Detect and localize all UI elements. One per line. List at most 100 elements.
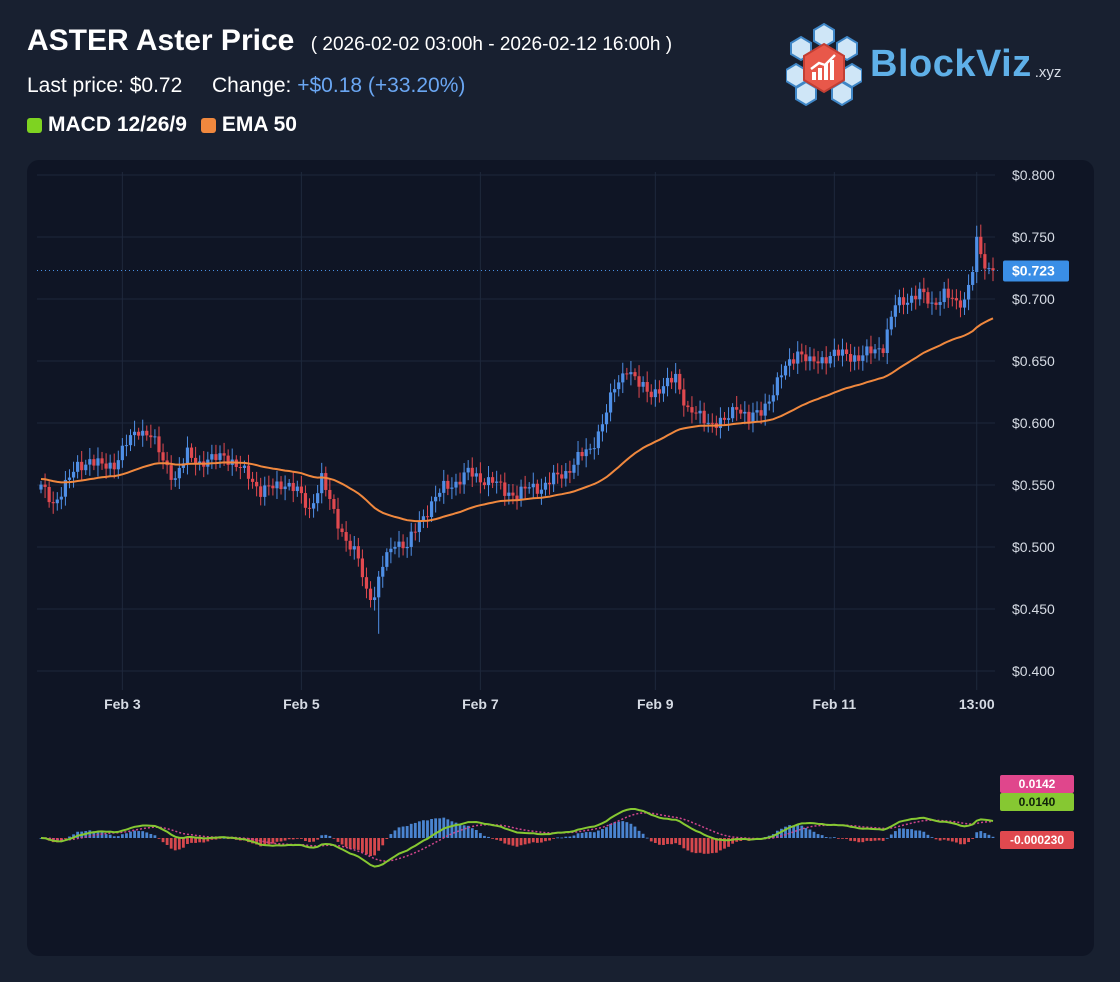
candle-body bbox=[373, 597, 377, 601]
candle-body bbox=[926, 292, 930, 304]
macd-histogram-bar bbox=[55, 838, 59, 843]
candle-body bbox=[250, 478, 255, 482]
macd-histogram-bar bbox=[133, 830, 136, 838]
candle-body bbox=[287, 482, 291, 487]
macd-histogram-bar bbox=[446, 819, 450, 838]
macd-histogram-bar bbox=[637, 830, 641, 838]
candle-body bbox=[828, 356, 832, 364]
macd-histogram-bar bbox=[100, 832, 104, 838]
candle-body bbox=[507, 492, 511, 496]
candle-body bbox=[918, 288, 922, 300]
candle-body bbox=[804, 354, 808, 362]
candle-body bbox=[604, 412, 609, 425]
macd-histogram-bar bbox=[454, 822, 458, 838]
macd-histogram-bar bbox=[389, 834, 393, 838]
candle-body bbox=[490, 477, 495, 483]
date-range: ( 2026-02-02 03:00h - 2026-02-12 16:00h … bbox=[310, 34, 673, 55]
candle-body bbox=[267, 485, 271, 487]
candle-body bbox=[731, 407, 735, 419]
candle-body bbox=[669, 377, 674, 383]
candle-body bbox=[971, 271, 975, 285]
macd-histogram-bar bbox=[617, 821, 621, 838]
macd-histogram-bar bbox=[967, 838, 970, 843]
macd-histogram-bar bbox=[72, 834, 75, 838]
macd-histogram-bar bbox=[413, 822, 417, 838]
candle-body bbox=[222, 453, 226, 456]
candle-body bbox=[283, 486, 287, 490]
candle-body bbox=[462, 472, 466, 485]
candle-body bbox=[991, 268, 995, 271]
macd-histogram-bar bbox=[983, 833, 987, 838]
candle-body bbox=[397, 541, 401, 547]
candle-body bbox=[527, 487, 531, 489]
macd-histogram-bar bbox=[478, 833, 482, 838]
macd-histogram-bar bbox=[145, 832, 149, 838]
macd-histogram-bar bbox=[344, 838, 348, 847]
macd-histogram-bar bbox=[682, 838, 686, 849]
macd-histogram-bar bbox=[657, 838, 661, 845]
macd-histogram-bar bbox=[291, 838, 295, 840]
macd-histogram-bar bbox=[540, 838, 543, 843]
macd-histogram-bar bbox=[177, 838, 181, 850]
candle-body bbox=[226, 455, 230, 465]
candle-body bbox=[975, 236, 979, 272]
macd-histogram-bar bbox=[572, 835, 576, 838]
macd-histogram-bar bbox=[625, 822, 629, 838]
candle-body bbox=[39, 484, 43, 490]
x-tick-label: 13:00 bbox=[959, 696, 995, 712]
candle-body bbox=[613, 389, 617, 393]
macd-histogram-bar bbox=[137, 831, 141, 838]
candle-body bbox=[682, 389, 686, 406]
candle-body bbox=[617, 382, 621, 390]
candle-body bbox=[547, 482, 552, 485]
x-tick-label: Feb 11 bbox=[813, 696, 857, 712]
macd-histogram-bar bbox=[104, 834, 108, 838]
candle-body bbox=[141, 430, 145, 436]
y-tick-label: $0.600 bbox=[1012, 415, 1055, 431]
candle-body bbox=[71, 471, 76, 478]
candle-body bbox=[356, 546, 360, 559]
candle-body bbox=[674, 373, 678, 383]
candle-body bbox=[759, 410, 763, 416]
candle-body bbox=[625, 373, 629, 375]
macd-histogram-bar bbox=[190, 838, 193, 843]
macd-histogram-bar bbox=[474, 829, 478, 838]
macd-histogram-bar bbox=[788, 825, 791, 838]
macd-histogram-bar bbox=[804, 827, 808, 838]
candle-body bbox=[564, 471, 568, 479]
macd-histogram-bar bbox=[690, 838, 694, 853]
macd-histogram-bar bbox=[552, 838, 556, 839]
macd-histogram-bar bbox=[283, 838, 287, 841]
candle-body bbox=[458, 481, 462, 485]
candle-body bbox=[665, 377, 670, 387]
logo-name: BlockViz bbox=[870, 42, 1032, 85]
candle-body bbox=[641, 382, 645, 387]
macd-histogram-bar bbox=[373, 838, 377, 856]
macd-histogram-bar bbox=[808, 829, 812, 838]
macd-histogram-bar bbox=[698, 838, 702, 853]
candle-body bbox=[621, 373, 625, 383]
candle-body bbox=[385, 552, 389, 567]
candle-body bbox=[169, 465, 173, 480]
candle-body bbox=[629, 372, 633, 375]
macd-histogram-bar bbox=[348, 838, 352, 849]
macd-histogram-bar bbox=[112, 836, 116, 838]
macd-histogram-bar bbox=[641, 833, 645, 838]
candle-body bbox=[348, 540, 352, 550]
candle-body bbox=[710, 422, 714, 424]
legend-ema: EMA 50 bbox=[200, 113, 297, 137]
candle-body bbox=[291, 482, 295, 492]
macd-histogram-bar bbox=[434, 818, 438, 838]
macd-histogram-bar bbox=[64, 838, 67, 839]
candle-body bbox=[523, 486, 527, 489]
candle-body bbox=[857, 355, 861, 361]
candle-body bbox=[832, 349, 836, 357]
macd-histogram-bar bbox=[674, 838, 678, 844]
candle-body bbox=[185, 447, 190, 464]
candle-body bbox=[344, 532, 348, 541]
macd-histogram-bar bbox=[596, 830, 600, 838]
candle-body bbox=[246, 465, 251, 479]
last-price-value: $0.72 bbox=[129, 74, 183, 97]
candle-body bbox=[438, 492, 442, 497]
macd-histogram-bar bbox=[601, 829, 604, 838]
